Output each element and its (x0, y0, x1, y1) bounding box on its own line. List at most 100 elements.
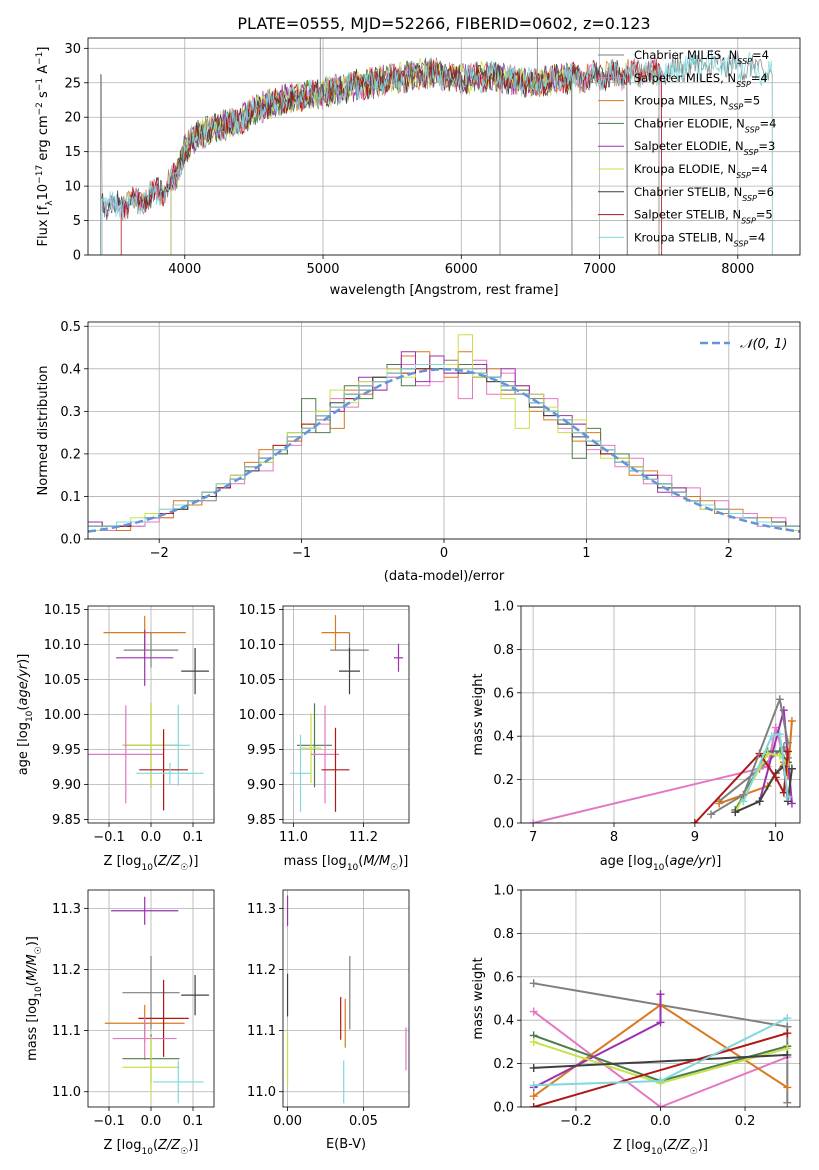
x-tick-label: −0.2 (560, 1114, 592, 1129)
x-axis-label: mass [log10(M/M☉)] (284, 854, 409, 873)
plus-marker (529, 1081, 538, 1090)
weight-series-kroupa-stelib (529, 1014, 792, 1090)
plot-area (104, 896, 209, 1104)
errorbar-point (166, 704, 191, 786)
y-tick-label: 9.85 (52, 813, 81, 828)
y-tick-label: 0.6 (493, 686, 514, 701)
x-tick-label: 5000 (306, 262, 339, 277)
errorbar-point (138, 979, 189, 1057)
x-axis-label: E(B-V) (326, 1137, 366, 1152)
x-tick-label: −0.1 (93, 830, 125, 845)
x-tick-label: 0.2 (735, 1114, 756, 1129)
errorbar-point (181, 974, 209, 1016)
plus-marker (739, 790, 748, 799)
legend-label: Kroupa ELODIE, NSSP=4 (634, 162, 768, 180)
legend-label: Chabrier MILES, NSSP=4 (634, 48, 769, 66)
axes-massweight-vs-age: 7 8 9 10 0.0 0.2 0.4 0.6 0.8 1.0 age [log10(age/yr… (471, 600, 801, 873)
plot-area (529, 979, 792, 1107)
y-tick-label: 10.10 (239, 638, 276, 653)
errorbar-point (393, 643, 404, 672)
x-axis-label: Z [log10(Z/Z☉)] (613, 1138, 708, 1157)
y-axis-label: mass weight (471, 673, 486, 755)
plus-marker (783, 1014, 792, 1023)
errorbar-point (122, 1036, 180, 1098)
plus-marker (656, 990, 665, 999)
x-tick-label: 0.05 (349, 1114, 378, 1129)
plus-marker (715, 799, 724, 808)
x-tick-label: 1 (582, 546, 590, 561)
plus-marker (529, 1103, 538, 1107)
y-tick-label: 11.2 (247, 963, 276, 978)
plus-marker (731, 808, 740, 817)
y-tick-label: 9.90 (52, 778, 81, 793)
y-tick-label: 11.1 (52, 1024, 81, 1039)
y-axis-label: mass weight (471, 957, 486, 1039)
x-tick-label: 8 (610, 830, 618, 845)
x-tick-label: 0.0 (141, 1114, 162, 1129)
y-axis-label: mass [log10(M/M☉)] (25, 936, 44, 1061)
errorbar-point (311, 705, 339, 804)
y-tick-label: 0.0 (60, 533, 81, 548)
y-tick-label: 11.1 (247, 1024, 276, 1039)
y-tick-label: 10 (64, 180, 81, 195)
y-tick-label: 10.00 (44, 708, 81, 723)
plus-marker (787, 717, 796, 726)
x-tick-label: 2 (725, 546, 733, 561)
axes-mass-vs-z: −0.1 0.0 0.1 11.0 11.1 11.2 11.3 Z [log10(Z/Z☉)… (25, 889, 215, 1157)
errorbar-point (321, 615, 350, 651)
weight-series-salpeter-stelib (529, 1029, 792, 1107)
plus-marker (529, 1063, 538, 1072)
legend-label: Kroupa STELIB, NSSP=4 (634, 230, 765, 248)
x-tick-label: 9 (691, 830, 699, 845)
x-tick-label: −0.1 (93, 1114, 125, 1129)
y-tick-label: 11.0 (247, 1085, 276, 1100)
plus-marker (529, 819, 538, 823)
x-axis-label: Z [log10(Z/Z☉)] (104, 854, 199, 873)
x-tick-label: 0 (440, 546, 448, 561)
axes-massweight-vs-z: −0.2 0.0 0.2 0.0 0.2 0.4 0.6 0.8 1.0 Z [log10(Z/Z… (471, 884, 801, 1157)
axes-age-vs-z: −0.1 0.0 0.1 9.85 9.90 9.95 10.00 10.05 10.10 10.… (16, 603, 215, 873)
weight-series-chabrier-miles (707, 695, 792, 819)
errorbar-point (136, 762, 204, 784)
plus-marker (707, 810, 716, 819)
y-tick-label: 0.2 (60, 447, 81, 462)
errorbar-point (122, 956, 180, 1030)
errorbar-point (297, 703, 332, 788)
plus-marker (783, 792, 792, 801)
plus-marker (783, 1098, 792, 1107)
y-tick-label: 0.5 (60, 320, 81, 335)
x-tick-label: 7000 (583, 262, 616, 277)
legend-label: 𝒩(0, 1) (740, 337, 787, 352)
y-axis-label: Normed distribution (36, 366, 51, 496)
errorbar-point (153, 1060, 204, 1104)
legend-label: Kroupa MILES, NSSP=5 (634, 94, 760, 112)
axes-mass-vs-ebv: 0.00 0.05 11.0 11.1 11.2 11.3 E(B-V) (247, 889, 410, 1152)
plot-area (100, 38, 773, 255)
plus-marker (775, 730, 784, 739)
y-tick-label: 5 (73, 214, 81, 229)
legend-label: Salpeter STELIB, NSSP=5 (634, 208, 773, 226)
y-tick-label: 10.15 (44, 603, 81, 618)
x-tick-label: −2 (150, 546, 169, 561)
x-tick-label: 0.0 (141, 830, 162, 845)
plus-marker (787, 799, 796, 808)
plus-marker (787, 764, 796, 773)
y-tick-label: 20 (64, 111, 81, 126)
spectrum-line-kroupa-stelib (101, 49, 773, 255)
y-tick-label: 0.4 (493, 730, 514, 745)
y-tick-label: 0.0 (493, 1101, 514, 1116)
y-tick-label: 0.2 (493, 773, 514, 788)
plus-marker (529, 1092, 538, 1101)
x-tick-label: 7 (529, 830, 537, 845)
y-tick-label: 9.90 (247, 778, 276, 793)
y-tick-label: 0.8 (493, 643, 514, 658)
y-tick-label: 0.3 (60, 405, 81, 420)
legend-label: Chabrier STELIB, NSSP=6 (634, 185, 774, 203)
plus-marker (755, 797, 764, 806)
plus-marker (771, 773, 780, 782)
weight-series-salpeter-stelib (690, 747, 792, 823)
y-tick-label: 10.05 (239, 673, 276, 688)
plus-marker (775, 695, 784, 704)
plus-marker (783, 1083, 792, 1092)
